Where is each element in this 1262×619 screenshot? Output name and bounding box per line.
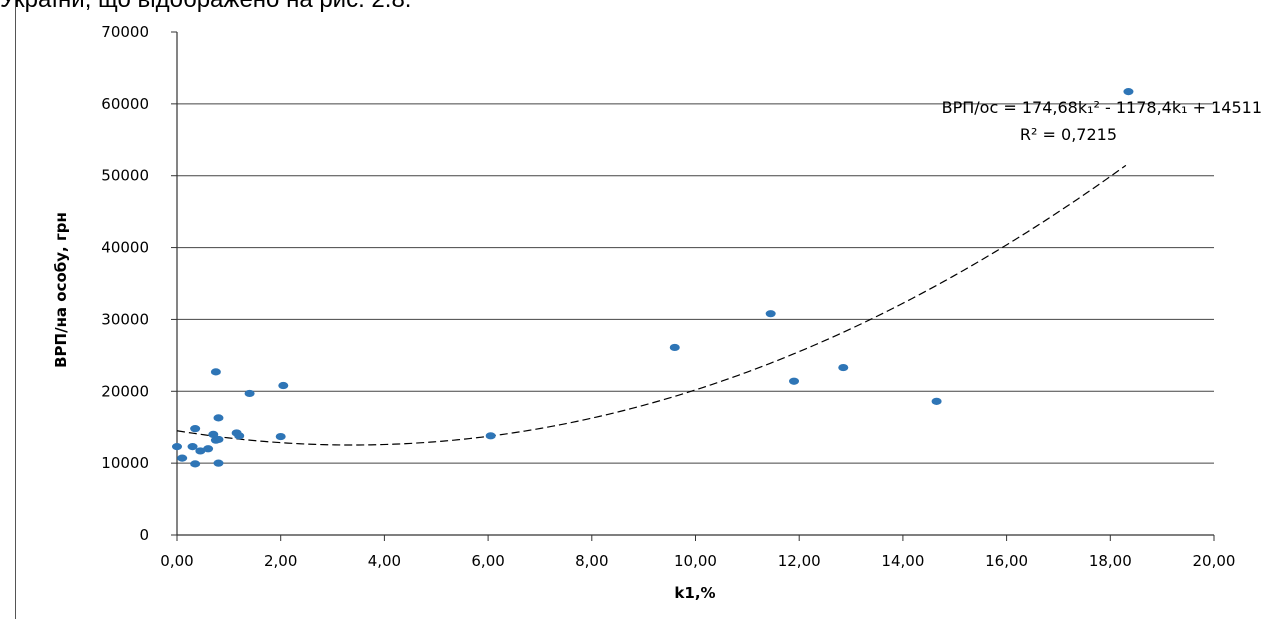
x-tick-label-10: 20,00 xyxy=(1193,552,1236,570)
x-tick-label-5: 10,00 xyxy=(674,552,717,570)
x-tick-label-6: 12,00 xyxy=(778,552,821,570)
x-tick-label-8: 16,00 xyxy=(985,552,1028,570)
x-tick-label-3: 6,00 xyxy=(471,552,504,570)
data-point-1 xyxy=(177,454,188,462)
y-tick-labels: 0 10000 20000 30000 40000 50000 60000 70000 xyxy=(101,23,149,544)
caption-fragment: України, що відображено на рис. 2.8. xyxy=(0,0,411,14)
y-tick-label-6: 60000 xyxy=(101,95,149,113)
y-tick-label-5: 50000 xyxy=(101,167,149,185)
y-tick-label-2: 20000 xyxy=(101,382,149,400)
data-points xyxy=(172,88,1134,468)
data-point-19 xyxy=(669,343,680,352)
x-axis-title: k1,% xyxy=(674,584,715,602)
data-point-16 xyxy=(275,432,286,441)
data-point-21 xyxy=(789,377,800,385)
y-tick-label-0: 0 xyxy=(139,526,149,544)
data-point-18 xyxy=(485,432,496,440)
data-point-23 xyxy=(931,397,942,405)
y-tick-label-1: 10000 xyxy=(101,454,149,472)
data-point-14 xyxy=(234,432,245,440)
data-point-4 xyxy=(190,460,201,468)
axes xyxy=(171,31,1215,541)
trend-equation: ВРП/ос = 174,68k₁² - 1178,4k₁ + 14511 xyxy=(942,98,1262,117)
x-tick-label-4: 8,00 xyxy=(575,552,608,570)
gridlines xyxy=(177,103,1214,464)
y-tick-label-4: 40000 xyxy=(101,239,149,257)
data-point-12 xyxy=(213,435,224,444)
x-tick-label-0: 0,00 xyxy=(160,552,193,570)
y-tick-label-3: 30000 xyxy=(101,310,149,328)
data-point-15 xyxy=(244,389,255,398)
data-point-6 xyxy=(203,445,214,453)
y-axis-title: ВРП/на особу, грн xyxy=(52,212,70,368)
x-tick-label-1: 2,00 xyxy=(264,552,297,570)
data-point-10 xyxy=(213,414,224,422)
data-point-20 xyxy=(765,310,776,318)
data-point-3 xyxy=(190,425,201,433)
data-point-11 xyxy=(213,459,224,467)
x-tick-labels: 0,00 2,00 4,00 6,00 8,00 10,00 12,00 14,00 16,00… xyxy=(160,552,1235,570)
data-point-0 xyxy=(172,443,182,451)
data-point-2 xyxy=(187,443,198,451)
x-tick-label-2: 4,00 xyxy=(368,552,401,570)
x-tick-label-7: 14,00 xyxy=(881,552,924,570)
page-left-rule xyxy=(15,0,16,619)
x-tick-label-9: 18,00 xyxy=(1089,552,1132,570)
data-point-5 xyxy=(195,447,206,455)
r-squared: R² = 0,7215 xyxy=(1020,125,1117,144)
data-point-7 xyxy=(208,430,219,438)
y-tick-label-7: 70000 xyxy=(101,23,149,41)
data-point-17 xyxy=(278,381,289,390)
data-point-24 xyxy=(1123,88,1134,96)
data-point-8 xyxy=(210,368,221,376)
trendline xyxy=(176,164,1127,446)
data-point-22 xyxy=(838,363,849,372)
